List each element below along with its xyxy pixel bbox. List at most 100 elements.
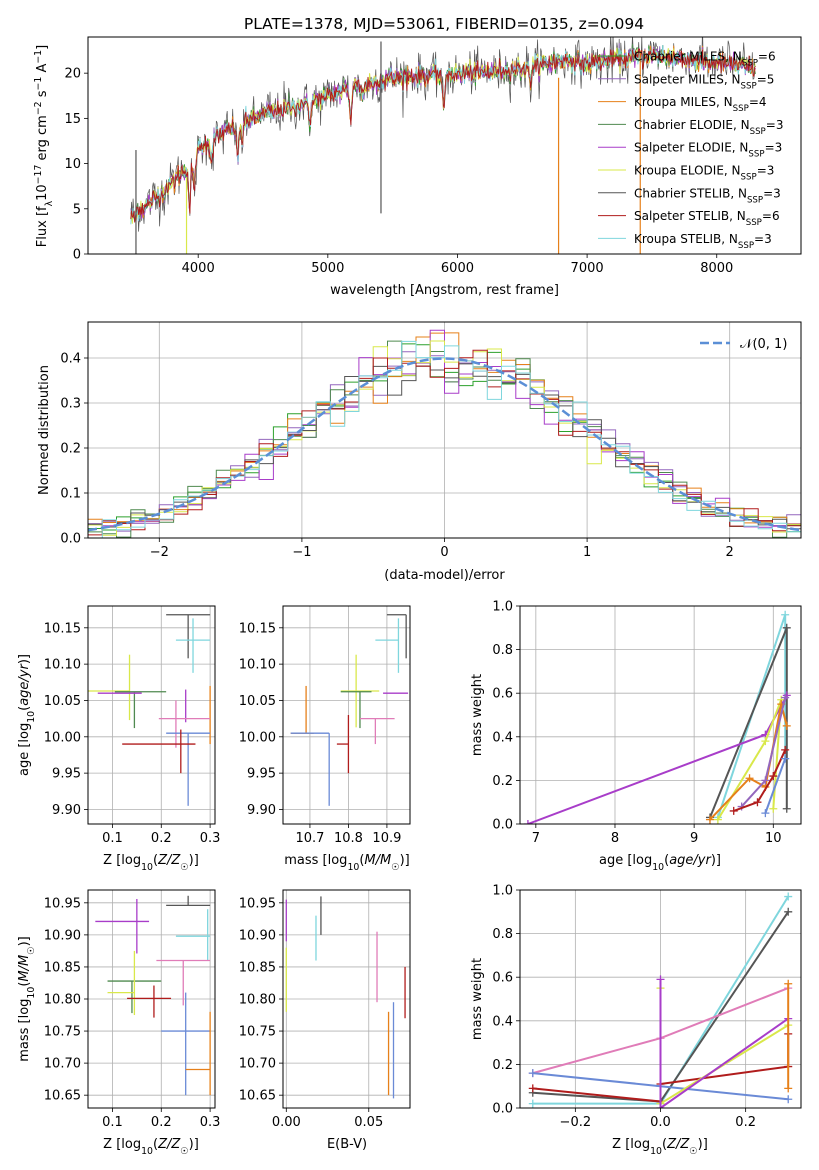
residual-legend: 𝒩(0, 1) <box>700 337 787 352</box>
weight-marker <box>713 815 722 824</box>
y-tick-label: 10.65 <box>239 1089 276 1104</box>
weight-marker <box>784 1095 793 1104</box>
weight-line-blue <box>764 758 787 814</box>
x-tick-label: 10.9 <box>372 831 401 846</box>
y-tick-label: 10.00 <box>239 730 276 745</box>
weight-vs-age-axes: 7 8 9 10 0.0 0.2 0.4 0.6 0.8 1.0 age [log10(age/yr… <box>470 600 802 873</box>
weight-marker <box>705 815 714 824</box>
weight-marker <box>784 892 793 901</box>
weight-marker <box>781 745 790 754</box>
weight-vs-Z-x-label: Z [log10(Z/Z☉)] <box>612 1137 708 1157</box>
y-tick-label: 10.70 <box>239 1057 276 1072</box>
y-tick-label: 10.05 <box>44 694 81 709</box>
y-tick-label: 10.75 <box>239 1025 276 1040</box>
x-tick-label: 8000 <box>700 261 733 276</box>
weight-marker <box>656 1104 665 1108</box>
y-tick-label: 10.65 <box>44 1089 81 1104</box>
legend-label: Salpeter ELODIE, NSSP=3 <box>634 141 782 160</box>
legend-label: Chabrier STELIB, NSSP=3 <box>634 186 781 205</box>
plot-area <box>130 37 756 254</box>
plot-area <box>88 322 801 538</box>
y-tick-label: 10.90 <box>239 928 276 943</box>
x-tick-label: 0.1 <box>102 1115 123 1130</box>
legend-label: Salpeter STELIB, NSSP=6 <box>634 209 780 228</box>
legend-label: Kroupa STELIB, NSSP=3 <box>634 232 772 251</box>
x-tick-label: 5000 <box>311 261 344 276</box>
plot-area <box>520 606 801 824</box>
legend-label: Chabrier ELODIE, NSSP=3 <box>634 118 783 137</box>
weight-marker <box>782 721 791 730</box>
x-tick-label: −0.2 <box>560 1115 592 1130</box>
y-tick-label: 9.95 <box>52 767 81 782</box>
weight-marker <box>781 610 790 619</box>
histogram-salpeter_stelib <box>88 349 801 536</box>
plot-area <box>88 606 215 824</box>
mass-vs-ebv-x-label: E(B-V) <box>327 1137 367 1152</box>
figure-title: PLATE=1378, MJD=53061, FIBERID=0135, z=0… <box>244 15 644 33</box>
mass-vs-Z-axes: 0.1 0.2 0.3 10.65 10.70 10.75 10.80 10.85 10.90 1… <box>17 889 221 1157</box>
weight-marker <box>784 979 793 988</box>
y-tick-label: 10.95 <box>239 896 276 911</box>
weight-marker <box>753 798 762 807</box>
plot-area <box>283 890 410 1108</box>
weight-marker <box>729 806 738 815</box>
x-tick-label: −2 <box>150 545 169 560</box>
weight-marker <box>745 774 754 783</box>
weight-marker <box>781 693 790 702</box>
y-tick-label: 1.0 <box>492 884 513 899</box>
histogram-kroupa_stelib <box>88 340 801 538</box>
weight-line-salpeter_elodie <box>659 979 789 1108</box>
axes-frame <box>519 605 802 825</box>
weight-marker <box>784 1084 793 1093</box>
y-tick-label: 10.10 <box>239 658 276 673</box>
legend-label: Salpeter MILES, NSSP=5 <box>634 72 774 91</box>
residual-axes: −2 −1 0 1 2 0.0 0.1 0.2 0.3 0.4 (data-model)/error… <box>37 321 802 583</box>
x-tick-label: 0.0 <box>650 1115 671 1130</box>
y-tick-label: 5 <box>73 202 81 217</box>
weight-marker <box>523 820 532 824</box>
y-tick-label: 10.85 <box>239 960 276 975</box>
mass-vs-Z-x-label: Z [log10(Z/Z☉)] <box>103 1137 199 1157</box>
weight-vs-age-x-label: age [log10(age/yr)] <box>599 853 721 873</box>
weight-marker <box>784 907 793 916</box>
y-tick-label: 0.4 <box>60 352 81 367</box>
x-tick-label: 9 <box>690 831 698 846</box>
y-tick-label: 0.4 <box>492 1014 513 1029</box>
weight-marker <box>528 1084 537 1093</box>
age-vs-mass-axes: 10.7 10.8 10.9 9.90 9.95 10.00 10.05 10.10 10.15… <box>239 605 411 873</box>
y-tick-label: 10.90 <box>44 928 81 943</box>
mass-vs-ebv-axes: 0.00 0.05 10.65 10.70 10.75 10.80 10.85 10.90 10… <box>239 889 411 1152</box>
y-tick-label: 0.8 <box>492 927 513 942</box>
x-tick-label: 0.2 <box>151 1115 172 1130</box>
y-tick-label: 0.8 <box>492 643 513 658</box>
x-tick-label: 0.2 <box>735 1115 756 1130</box>
spectrum-legend: Chabrier MILES, NSSP=6 Salpeter MILES, NS… <box>598 50 783 251</box>
y-tick-label: 0.0 <box>492 1102 513 1117</box>
x-tick-label: 8 <box>611 831 619 846</box>
y-tick-label: 0.2 <box>492 774 513 789</box>
y-tick-label: 10.95 <box>44 896 81 911</box>
x-tick-label: 6000 <box>441 261 474 276</box>
legend-label: Kroupa MILES, NSSP=4 <box>634 95 767 114</box>
x-tick-label: −1 <box>292 545 311 560</box>
y-tick-label: 20 <box>64 67 81 82</box>
weight-line-kroupa_elodie <box>717 699 783 821</box>
y-tick-label: 1.0 <box>492 600 513 615</box>
y-tick-label: 9.90 <box>247 803 276 818</box>
y-tick-label: 15 <box>64 112 81 127</box>
y-tick-label: 10.70 <box>44 1057 81 1072</box>
y-tick-label: 10 <box>64 157 81 172</box>
spectrum-series-salpeter_stelib <box>130 48 756 223</box>
weight-marker <box>761 809 770 818</box>
y-tick-label: 10.85 <box>44 960 81 975</box>
y-tick-label: 9.95 <box>247 767 276 782</box>
weight-marker <box>761 737 770 746</box>
x-tick-label: 1 <box>583 545 591 560</box>
weight-vs-Z-y-label: mass weight <box>470 958 485 1040</box>
y-tick-label: 10.00 <box>44 730 81 745</box>
weight-vs-Z-axes: −0.2 0.0 0.2 0.0 0.2 0.4 0.6 0.8 1.0 Z [log10(Z/Z… <box>470 884 802 1157</box>
y-tick-label: 0.1 <box>60 487 81 502</box>
age-vs-mass-x-label: mass [log10(M/M☉)] <box>284 853 410 873</box>
axes-frame <box>282 889 411 1109</box>
x-tick-label: 0.3 <box>200 1115 221 1130</box>
